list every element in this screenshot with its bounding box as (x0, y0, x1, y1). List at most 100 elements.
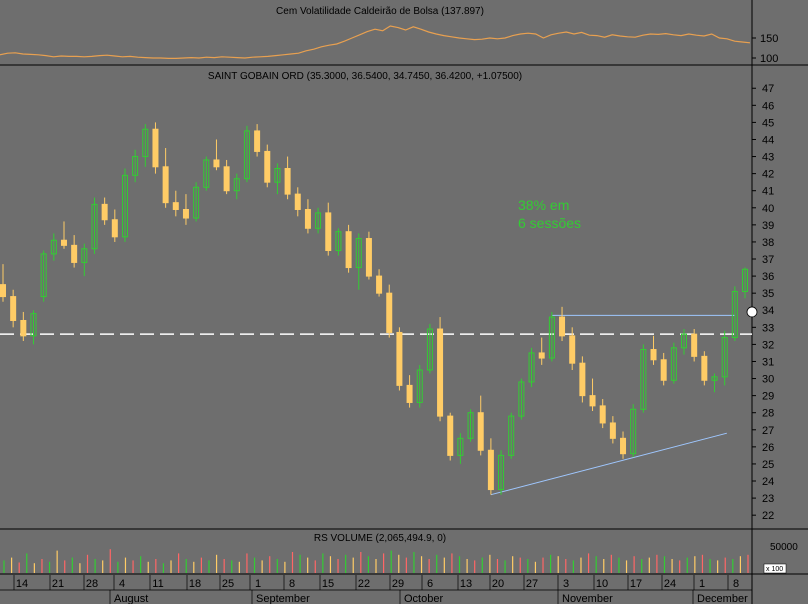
day-tick-label: 29 (392, 578, 404, 590)
candle-down (60, 239, 67, 246)
candle-down (477, 412, 484, 451)
candle-down (264, 150, 271, 183)
day-tick-label: 15 (322, 578, 334, 590)
volatility-panel (0, 0, 752, 64)
candle-up (193, 186, 200, 219)
price-tick-label: 37 (762, 254, 774, 266)
price-tick-label: 36 (762, 271, 774, 283)
candle-up (274, 168, 281, 183)
day-tick-label: 11 (152, 578, 163, 590)
candle-down (10, 296, 17, 321)
annotation-line-1: 38% em (518, 197, 569, 213)
x-axis: 14 21 28 4 11 18 25 1 8 15 22 29 6 13 20 27 3 10 17 24 1 8Aug… (0, 575, 752, 604)
candle-up (457, 437, 464, 456)
month-label: August (114, 593, 148, 604)
day-tick-label: 8 (733, 578, 739, 590)
month-label: September (256, 593, 310, 604)
candle-up (233, 178, 240, 192)
candle-up (426, 328, 433, 371)
candle-down (254, 130, 261, 152)
candle-down (660, 359, 667, 381)
day-tick-label: 4 (119, 578, 125, 590)
price-tick-label: 30 (762, 374, 774, 386)
candle-down (447, 415, 454, 456)
price-tick-label: 45 (762, 117, 774, 129)
candle-up (416, 369, 423, 403)
day-tick-label: 24 (664, 578, 676, 590)
candle-down (599, 405, 606, 424)
candle-up (508, 415, 515, 456)
day-tick-label: 6 (427, 578, 433, 590)
candle-down (538, 352, 545, 359)
candle-up (711, 376, 718, 381)
day-tick-label: 17 (630, 578, 642, 590)
candle-up (30, 313, 37, 337)
price-panel (0, 66, 752, 528)
day-tick-label: 25 (222, 578, 234, 590)
price-tick-label: 34 (762, 305, 774, 317)
price-tick-label: 33 (762, 322, 774, 334)
candle-down (396, 331, 403, 386)
trendlines (0, 306, 758, 496)
day-tick-label: 21 (52, 578, 64, 590)
volatility-tick-label: 150 (760, 33, 778, 45)
candle-up (132, 156, 139, 176)
candle-up (742, 268, 748, 292)
day-tick-label: 27 (526, 578, 538, 590)
rising-trendline (490, 432, 727, 496)
price-tick-label: 39 (762, 220, 774, 232)
candle-down (294, 193, 301, 210)
candle-down (152, 128, 159, 168)
candle-up (467, 412, 474, 439)
candle-up (518, 381, 525, 417)
candle-up (355, 238, 362, 269)
volatility-y-axis: 100 150 (752, 33, 778, 65)
candle-up (50, 239, 57, 255)
volatility-line (0, 25, 751, 59)
candle-up (81, 248, 88, 263)
candle-down (386, 292, 393, 333)
price-tick-label: 46 (762, 100, 774, 112)
day-tick-label: 20 (492, 578, 504, 590)
candle-down (569, 335, 576, 364)
candle-down (609, 422, 616, 439)
price-tick-label: 42 (762, 169, 774, 181)
volume-bars (3, 549, 749, 573)
candles (0, 122, 748, 495)
candle-down (365, 238, 372, 277)
day-tick-label: 3 (563, 578, 569, 590)
price-tick-label: 24 (762, 476, 774, 488)
price-tick-label: 32 (762, 339, 774, 351)
candle-down (376, 275, 383, 294)
annotation-line-2: 6 sessões (518, 215, 581, 231)
month-label: November (562, 593, 613, 604)
price-tick-label: 25 (762, 459, 774, 471)
candle-down (182, 208, 189, 219)
candle-down (162, 166, 169, 204)
breakout-marker (746, 306, 758, 318)
month-label: December (697, 593, 748, 604)
price-tick-label: 29 (762, 391, 774, 403)
price-tick-label: 43 (762, 152, 774, 164)
candle-down (0, 284, 6, 298)
candle-up (548, 316, 555, 359)
price-tick-label: 23 (762, 493, 774, 505)
volatility-tick-label: 100 (760, 53, 778, 65)
price-tick-label: 40 (762, 203, 774, 215)
month-label: October (404, 593, 443, 604)
candle-up (731, 290, 738, 339)
candle-up (121, 174, 128, 238)
candle-down (487, 449, 494, 491)
price-tick-label: 41 (762, 186, 774, 198)
volume-scale-box (763, 563, 787, 574)
candle-down (437, 328, 444, 417)
day-tick-label: 13 (460, 578, 472, 590)
candle-down (650, 349, 657, 361)
price-tick-label: 26 (762, 442, 774, 454)
candle-down (406, 384, 413, 403)
candle-down (325, 212, 332, 251)
candle-down (579, 362, 586, 397)
candle-up (528, 352, 535, 383)
candle-down (559, 316, 566, 337)
day-tick-label: 22 (358, 578, 370, 590)
